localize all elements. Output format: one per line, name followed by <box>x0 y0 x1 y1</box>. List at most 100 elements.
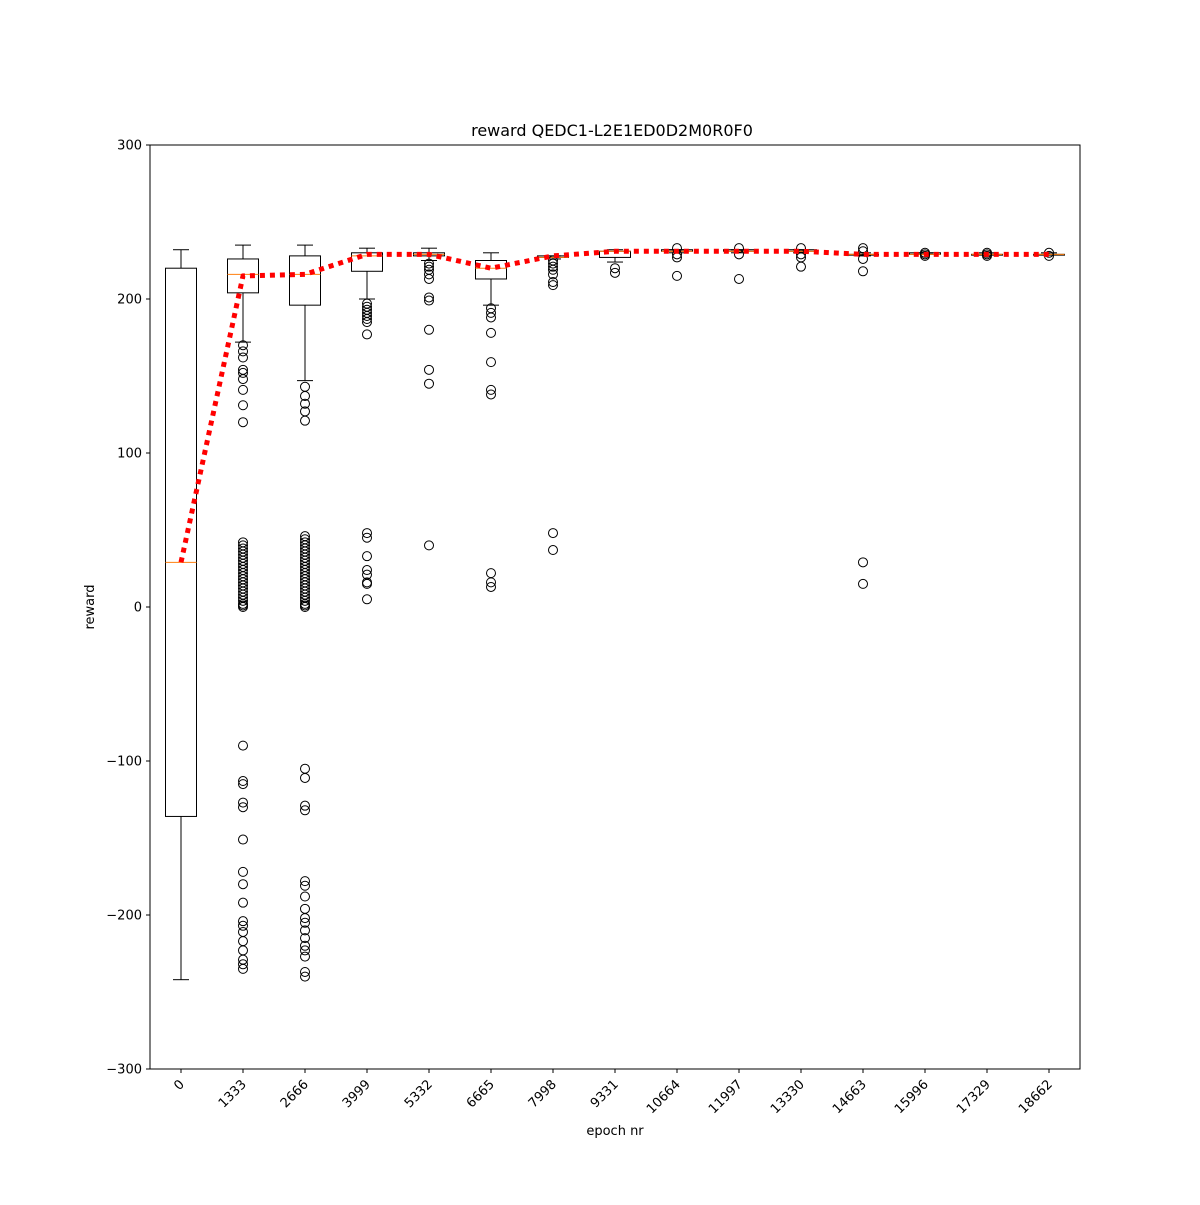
outlier-point <box>238 384 248 395</box>
outlier-point <box>424 324 434 335</box>
outlier-point <box>238 776 248 787</box>
outlier-point <box>238 879 248 890</box>
outlier-point <box>362 314 372 325</box>
outlier-point <box>238 417 248 428</box>
outlier-point <box>300 925 310 936</box>
outlier-point <box>238 897 248 908</box>
outlier-point <box>362 565 372 576</box>
outlier-point <box>424 540 434 551</box>
outlier-point <box>548 261 558 272</box>
outlier-point <box>300 951 310 962</box>
y-tick-label: 0 <box>134 601 142 616</box>
outlier-point <box>300 971 310 982</box>
outlier-point <box>548 264 558 275</box>
outlier-point <box>300 602 310 612</box>
outlier-point <box>424 258 434 269</box>
outlier-point <box>362 594 372 605</box>
outlier-point <box>300 880 310 891</box>
chart-title: reward QEDC1-L2E1ED0D2M0R0F0 <box>471 121 753 140</box>
outlier-point <box>300 415 310 426</box>
box-group <box>537 255 569 556</box>
outlier-point <box>796 261 806 272</box>
outlier-point <box>238 963 248 974</box>
outlier-point <box>238 797 248 808</box>
outlier-point <box>238 740 248 751</box>
outlier-point <box>486 581 496 592</box>
outlier-point <box>858 266 868 277</box>
outlier-point <box>858 243 868 254</box>
outlier-point <box>734 273 744 284</box>
outlier-point <box>610 267 620 278</box>
outlier-point <box>796 249 806 260</box>
outlier-point <box>300 805 310 816</box>
box-iqr <box>475 260 507 280</box>
outlier-point <box>424 378 434 389</box>
outlier-point <box>734 249 744 260</box>
outlier-point <box>238 866 248 877</box>
outlier-point <box>858 578 868 589</box>
outlier-point <box>300 595 310 606</box>
outlier-point <box>362 317 372 328</box>
outlier-point <box>548 545 558 556</box>
box-iqr <box>289 255 321 306</box>
y-tick-label: 200 <box>117 293 142 308</box>
y-tick-label: 300 <box>117 139 142 154</box>
outlier-point <box>300 933 310 944</box>
outlier-point <box>424 261 434 272</box>
outlier-point <box>238 400 248 411</box>
outlier-point <box>300 940 310 951</box>
outlier-point <box>300 913 310 924</box>
outlier-point <box>548 280 558 291</box>
y-tick-label: −200 <box>106 909 142 924</box>
outlier-point <box>300 876 310 887</box>
outlier-point <box>238 916 248 927</box>
outlier-point <box>362 532 372 543</box>
mean-series-line <box>178 248 1049 563</box>
outlier-point <box>672 270 682 281</box>
outlier-point <box>238 374 248 385</box>
box-iqr <box>227 258 259 294</box>
outlier-point <box>982 250 992 261</box>
box-group <box>1033 247 1065 261</box>
y-tick-label: −100 <box>106 755 142 770</box>
outlier-point <box>858 246 868 257</box>
outlier-point <box>548 269 558 280</box>
outlier-point <box>486 357 496 368</box>
outlier-point <box>858 253 868 264</box>
y-tick-label: 100 <box>117 447 142 462</box>
outlier-point <box>486 389 496 400</box>
outlier-point <box>486 384 496 395</box>
x-axis-label: epoch nr <box>586 1124 644 1139</box>
outlier-point <box>548 258 558 269</box>
outlier-point <box>238 367 248 378</box>
outlier-point <box>300 891 310 902</box>
plot-area <box>165 243 1065 982</box>
outlier-point <box>424 269 434 280</box>
outlier-point <box>424 295 434 306</box>
outlier-point <box>238 352 248 363</box>
outlier-point <box>238 602 248 612</box>
outlier-point <box>238 959 248 970</box>
outlier-point <box>486 312 496 323</box>
y-axis: −300 −200 −100 0 100 200 300 <box>106 139 150 1078</box>
box-group <box>165 249 197 981</box>
outlier-point <box>486 307 496 318</box>
outlier-point <box>486 327 496 338</box>
outlier-point <box>424 273 434 284</box>
outlier-point <box>424 292 434 303</box>
outlier-point <box>548 528 558 539</box>
outlier-point <box>362 329 372 340</box>
outlier-point <box>238 920 248 931</box>
outlier-point <box>238 834 248 845</box>
outlier-point <box>610 263 620 274</box>
outlier-point <box>548 277 558 288</box>
box-group <box>475 252 507 592</box>
y-axis-label: reward <box>83 584 98 629</box>
outlier-point <box>238 802 248 813</box>
outlier-point <box>238 340 248 351</box>
outlier-point <box>238 779 248 790</box>
outlier-point <box>300 800 310 811</box>
box-iqr <box>165 267 197 817</box>
